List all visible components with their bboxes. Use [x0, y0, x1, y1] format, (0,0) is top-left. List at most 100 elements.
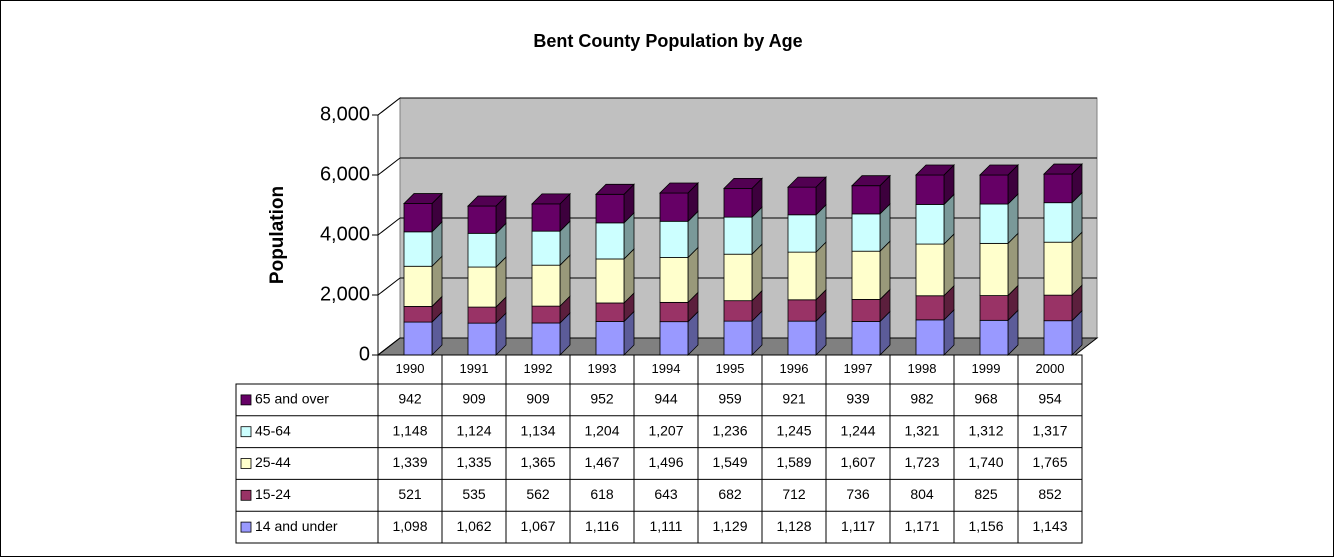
legend-key [240, 394, 252, 406]
bar-top [787, 176, 827, 188]
table-value: 712 [782, 486, 806, 502]
x-tick-label: 1996 [780, 361, 809, 376]
table-value: 852 [1038, 486, 1062, 502]
legend-label: 45-64 [255, 422, 291, 438]
x-tick-label: 1995 [716, 361, 745, 376]
bar-side [1071, 231, 1083, 297]
chart-title: Bent County Population by Age [533, 31, 802, 51]
x-tick-label: 1994 [652, 361, 681, 376]
grid-line [377, 217, 401, 236]
y-axis-label: Population [267, 186, 288, 284]
table-value: 1,116 [585, 518, 619, 534]
table-value: 825 [974, 486, 998, 502]
bar [787, 214, 817, 253]
bar [467, 266, 497, 308]
x-tick-label: 1990 [396, 361, 425, 376]
bar [723, 253, 753, 302]
bar [979, 295, 1009, 321]
table-value: 1,117 [841, 518, 875, 534]
table-value: 944 [654, 391, 678, 407]
table-value: 1,067 [520, 518, 555, 534]
table-value: 1,321 [904, 422, 939, 438]
grid-line [377, 97, 401, 116]
bar-top [979, 164, 1019, 176]
bar [467, 205, 497, 234]
bar [979, 174, 1009, 205]
bar [531, 230, 561, 266]
y-tick-label: 4,000 [320, 223, 370, 245]
bar [1043, 320, 1073, 356]
table-value: 1,607 [840, 454, 875, 470]
table-value: 1,148 [392, 422, 427, 438]
table-value: 1,339 [392, 454, 427, 470]
y-tick-label: 8,000 [320, 103, 370, 125]
table-value: 643 [654, 486, 678, 502]
x-tick-label: 2000 [1036, 361, 1065, 376]
table-value: 618 [590, 486, 614, 502]
bar [979, 242, 1009, 296]
bar [403, 231, 433, 267]
table-value: 1,589 [776, 454, 811, 470]
bar [467, 322, 497, 356]
bar [531, 203, 561, 232]
bar-top [403, 193, 443, 204]
table-value: 1,496 [648, 454, 683, 470]
bar [1043, 173, 1073, 204]
x-tick-label: 1999 [972, 361, 1001, 376]
bar [915, 319, 945, 356]
bar [531, 305, 561, 324]
table-value: 942 [398, 391, 422, 407]
table-value: 1,335 [456, 454, 491, 470]
bar [979, 203, 1009, 244]
table-value: 939 [846, 391, 870, 407]
table-value: 982 [910, 391, 934, 407]
bar [1043, 241, 1073, 296]
bar [659, 192, 689, 222]
bar [659, 321, 689, 356]
bar [1043, 202, 1073, 243]
bar [723, 216, 753, 255]
bar [659, 301, 689, 323]
bar-top [851, 175, 891, 187]
bar [1043, 294, 1073, 322]
table-value: 1,245 [776, 422, 811, 438]
table-value: 1,317 [1032, 422, 1067, 438]
table-value: 562 [526, 486, 550, 502]
x-tick-label: 1993 [588, 361, 617, 376]
legend-label: 65 and over [255, 391, 329, 407]
table-value: 1,244 [840, 422, 875, 438]
bar [531, 264, 561, 307]
table-value: 682 [718, 486, 742, 502]
table-border [235, 383, 1083, 544]
x-tick-label: 1997 [844, 361, 873, 376]
table-value: 1,723 [904, 454, 939, 470]
bar [467, 232, 497, 268]
table-value: 1,740 [968, 454, 1003, 470]
legend-label: 25-44 [255, 454, 291, 470]
table-value: 521 [398, 486, 422, 502]
bar [595, 258, 625, 304]
bar-top [467, 195, 507, 207]
bar [723, 320, 753, 356]
table-value: 1,207 [648, 422, 683, 438]
x-tick-label: 1992 [524, 361, 553, 376]
bar [787, 299, 817, 322]
bar [851, 213, 881, 252]
bar [403, 203, 433, 233]
bar-top [723, 177, 763, 189]
table-value: 736 [846, 486, 870, 502]
bar [659, 220, 689, 258]
bar-side [1007, 232, 1019, 297]
bar [915, 174, 945, 205]
bar-top [915, 164, 955, 176]
grid-line [377, 277, 401, 296]
y-tick-label: 0 [359, 343, 370, 365]
bar [467, 306, 497, 324]
bar [403, 321, 433, 356]
bar [723, 300, 753, 322]
table-value: 1,312 [968, 422, 1003, 438]
table-value: 535 [462, 486, 486, 502]
table-value: 1,549 [712, 454, 747, 470]
legend-key [240, 521, 252, 533]
